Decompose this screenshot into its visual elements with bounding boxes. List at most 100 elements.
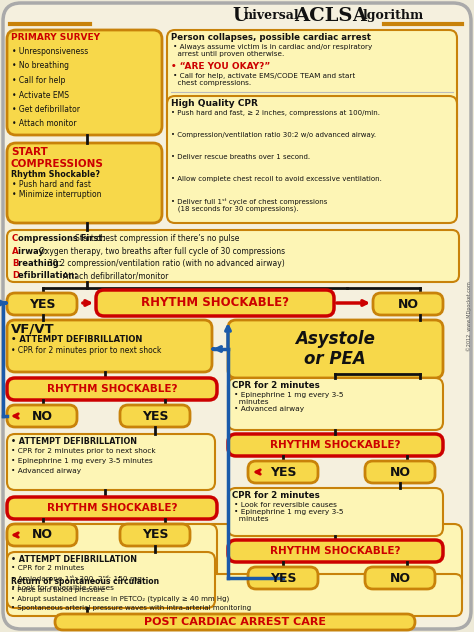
FancyBboxPatch shape	[55, 614, 415, 630]
Text: A: A	[352, 7, 366, 25]
Text: Start chest compression if there’s no pulse: Start chest compression if there’s no pu…	[75, 234, 239, 243]
Text: ompressions First:: ompressions First:	[18, 234, 109, 243]
Text: • Get defibrillator: • Get defibrillator	[12, 105, 80, 114]
Text: • Abrupt sustained increase in PETCO₂ (typically ≥ 40 mm Hg): • Abrupt sustained increase in PETCO₂ (t…	[11, 596, 229, 602]
FancyBboxPatch shape	[228, 320, 443, 378]
FancyBboxPatch shape	[7, 143, 162, 223]
Text: CPR for 2 minutes: CPR for 2 minutes	[232, 381, 320, 390]
Text: • Call for help, activate EMS/CODE TEAM and start
  chest compressions.: • Call for help, activate EMS/CODE TEAM …	[173, 73, 355, 86]
Text: ACLS: ACLS	[294, 7, 352, 25]
FancyBboxPatch shape	[7, 524, 217, 586]
Text: U: U	[232, 7, 248, 25]
Text: PRIMARY SURVEY: PRIMARY SURVEY	[11, 33, 100, 42]
Text: • Attach monitor: • Attach monitor	[12, 119, 76, 128]
FancyBboxPatch shape	[7, 497, 217, 519]
FancyBboxPatch shape	[7, 434, 215, 490]
Text: YES: YES	[142, 410, 168, 423]
Text: • Always assume victim is in cardiac and/or respiratory
  arrest until proven ot: • Always assume victim is in cardiac and…	[173, 44, 372, 57]
Text: efibrillation:: efibrillation:	[18, 272, 81, 281]
Text: • Look for reversible causes: • Look for reversible causes	[11, 585, 114, 591]
Text: • CPR for 2 minutes: • CPR for 2 minutes	[11, 565, 84, 571]
FancyBboxPatch shape	[228, 488, 443, 536]
Text: YES: YES	[29, 298, 55, 310]
Text: High Quality CPR: High Quality CPR	[171, 99, 258, 108]
Text: • Epinephrine 1 mg every 3-5
  minutes
• Advanced airway: • Epinephrine 1 mg every 3-5 minutes • A…	[234, 392, 344, 412]
Text: RHYTHM SHOCKABLE?: RHYTHM SHOCKABLE?	[47, 503, 177, 513]
Text: • ATTEMPT DEFIBRILLATION: • ATTEMPT DEFIBRILLATION	[11, 555, 137, 564]
Text: lgorithm: lgorithm	[363, 9, 424, 22]
FancyBboxPatch shape	[228, 540, 443, 562]
FancyBboxPatch shape	[7, 320, 212, 372]
Text: irway:: irway:	[18, 246, 50, 255]
Text: • Deliver rescue breaths over 1 second.: • Deliver rescue breaths over 1 second.	[171, 154, 310, 160]
FancyBboxPatch shape	[7, 378, 217, 400]
Text: VF/VT: VF/VT	[11, 323, 55, 336]
Text: • Push hard and fast
• Minimize interruption: • Push hard and fast • Minimize interrup…	[12, 180, 101, 200]
FancyBboxPatch shape	[373, 293, 443, 315]
Text: YES: YES	[142, 528, 168, 542]
Text: • Compression/ventilation ratio 30:2 w/o advanced airway.: • Compression/ventilation ratio 30:2 w/o…	[171, 132, 376, 138]
Text: • CPR for 2 minutes prior to next shock: • CPR for 2 minutes prior to next shock	[11, 346, 161, 355]
Text: reathing:: reathing:	[18, 259, 65, 268]
Text: • Deliver full 1ˢᵗ cycle of chest compressions
   (18 seconds for 30 compression: • Deliver full 1ˢᵗ cycle of chest compre…	[171, 198, 328, 212]
Text: • Amiodarone 1ˢᵗ: 300, 2ⁿᵈ: 150 mg: • Amiodarone 1ˢᵗ: 300, 2ⁿᵈ: 150 mg	[11, 575, 142, 582]
Text: D: D	[12, 272, 19, 281]
Text: Return of spontaneous circulation: Return of spontaneous circulation	[11, 577, 159, 586]
Text: • CPR for 2 minutes prior to next shock: • CPR for 2 minutes prior to next shock	[11, 448, 155, 454]
Text: NO: NO	[31, 410, 53, 423]
Text: Rhythm Shockable?: Rhythm Shockable?	[11, 170, 100, 179]
FancyBboxPatch shape	[7, 405, 77, 427]
FancyBboxPatch shape	[7, 524, 77, 546]
Text: RHYTHM SHOCKABLE?: RHYTHM SHOCKABLE?	[270, 546, 400, 556]
FancyBboxPatch shape	[167, 96, 457, 223]
Text: • Spontaneous arterial pressure waves with intra-arterial monitoring: • Spontaneous arterial pressure waves wi…	[11, 605, 251, 611]
Text: POST CARDIAC ARREST CARE: POST CARDIAC ARREST CARE	[144, 617, 326, 627]
FancyBboxPatch shape	[7, 230, 459, 282]
Text: RHYTHM SHOCKABLE?: RHYTHM SHOCKABLE?	[47, 384, 177, 394]
Text: CPR for 2 minutes: CPR for 2 minutes	[232, 491, 320, 500]
Text: NO: NO	[398, 298, 419, 310]
FancyBboxPatch shape	[365, 567, 435, 589]
Text: ©2012  www.MDpocket.com: ©2012 www.MDpocket.com	[466, 281, 472, 351]
Text: NO: NO	[31, 528, 53, 542]
Text: RHYTHM SHOCKABLE?: RHYTHM SHOCKABLE?	[141, 296, 289, 310]
FancyBboxPatch shape	[248, 461, 318, 483]
Text: Oxygen therapy, two breaths after full cycle of 30 compressions: Oxygen therapy, two breaths after full c…	[39, 246, 285, 255]
FancyBboxPatch shape	[228, 434, 443, 456]
Text: NO: NO	[390, 571, 410, 585]
Text: • Advanced airway: • Advanced airway	[11, 468, 81, 474]
FancyBboxPatch shape	[7, 552, 215, 608]
Text: • Activate EMS: • Activate EMS	[12, 90, 69, 99]
Text: RHYTHM SHOCKABLE?: RHYTHM SHOCKABLE?	[270, 440, 400, 450]
Text: B: B	[12, 259, 18, 268]
FancyBboxPatch shape	[7, 524, 462, 592]
FancyBboxPatch shape	[120, 524, 190, 546]
Text: • Call for help: • Call for help	[12, 76, 65, 85]
Text: START
COMPRESSIONS: START COMPRESSIONS	[11, 147, 104, 169]
Text: A: A	[12, 246, 18, 255]
Text: • Look for reversible causes
• Epinephrine 1 mg every 3-5
  minutes: • Look for reversible causes • Epinephri…	[234, 502, 344, 522]
Text: Person collapses, possible cardiac arrest: Person collapses, possible cardiac arres…	[171, 33, 371, 42]
FancyBboxPatch shape	[3, 3, 471, 629]
Text: Attach defibrillator/monitor: Attach defibrillator/monitor	[63, 272, 168, 281]
Text: • ATTEMPT DEFIBRILLATION: • ATTEMPT DEFIBRILLATION	[11, 335, 142, 344]
FancyBboxPatch shape	[365, 461, 435, 483]
Text: 30:2 compression/ventilation ratio (with no advanced airway): 30:2 compression/ventilation ratio (with…	[48, 259, 285, 268]
Text: • ATTEMPT DEFIBRILLATION: • ATTEMPT DEFIBRILLATION	[11, 437, 137, 446]
FancyBboxPatch shape	[7, 574, 462, 616]
Text: niversal: niversal	[244, 9, 300, 22]
FancyBboxPatch shape	[7, 30, 162, 135]
Text: C: C	[12, 234, 18, 243]
FancyBboxPatch shape	[96, 290, 334, 316]
Text: • Allow complete chest recoil to avoid excessive ventilation.: • Allow complete chest recoil to avoid e…	[171, 176, 382, 182]
Text: • “ARE YOU OKAY?”: • “ARE YOU OKAY?”	[171, 62, 270, 71]
Text: • Push hard and fast, ≥ 2 inches, compressions at 100/min.: • Push hard and fast, ≥ 2 inches, compre…	[171, 110, 380, 116]
Text: YES: YES	[270, 466, 296, 478]
Text: • Unresponsiveness: • Unresponsiveness	[12, 47, 88, 56]
FancyBboxPatch shape	[7, 293, 77, 315]
Text: • No breathing: • No breathing	[12, 61, 69, 71]
Text: Asystole
or PEA: Asystole or PEA	[295, 330, 375, 368]
FancyBboxPatch shape	[120, 405, 190, 427]
FancyBboxPatch shape	[228, 378, 443, 430]
FancyBboxPatch shape	[167, 30, 457, 135]
